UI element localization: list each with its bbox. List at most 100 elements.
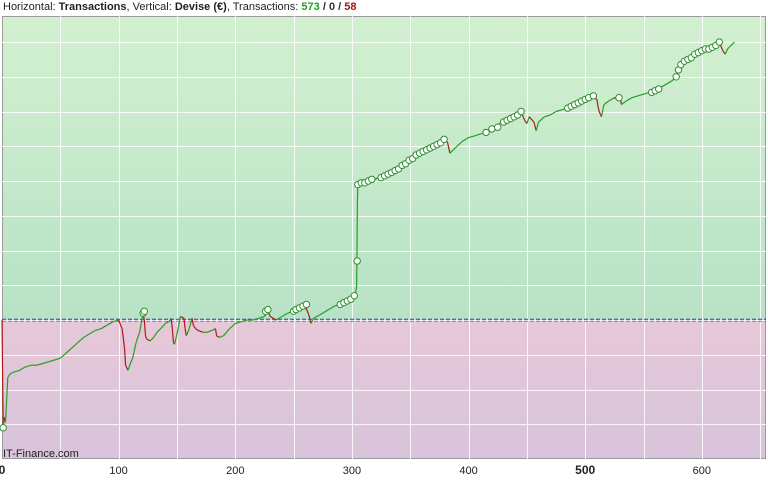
equity-segment [191, 318, 194, 326]
equity-segment [600, 104, 605, 117]
equity-segment [533, 121, 537, 131]
equity-segment [7, 373, 11, 378]
equity-segment [19, 366, 26, 371]
equity-segment [322, 309, 329, 314]
equity-segment [188, 318, 193, 331]
profit-zone [2, 16, 766, 321]
x-tick-label: 200 [226, 465, 244, 477]
equity-segment [25, 364, 32, 368]
equity-segment [549, 110, 557, 116]
equity-segment [631, 95, 638, 99]
equity-segment [183, 318, 186, 329]
equity-segment [156, 328, 162, 333]
x-tick-label: 600 [693, 465, 711, 477]
vertical-value: Devise (€) [174, 1, 227, 13]
equity-segment [171, 328, 175, 343]
trade-marker [368, 175, 376, 184]
equity-segment [192, 324, 197, 330]
equity-segment [621, 100, 627, 106]
equity-segment [474, 133, 481, 137]
trade-marker [353, 257, 361, 265]
trade-marker [0, 424, 7, 432]
equity-segment [149, 336, 155, 342]
equity-segment [727, 41, 735, 50]
equity-segment [269, 315, 277, 321]
equity-segment [65, 347, 73, 354]
trade-marker [350, 292, 358, 300]
trade-marker [302, 300, 311, 309]
equity-segment [310, 318, 314, 324]
equity-segment [106, 321, 114, 326]
equity-segment [666, 79, 674, 85]
trade-marker [517, 107, 525, 116]
x-tick-label: 0 [0, 463, 6, 477]
wins-count: 573 [301, 1, 320, 13]
equity-segment [42, 361, 49, 365]
equity-segment [165, 321, 170, 325]
equity-segment [211, 328, 216, 331]
equity-segment [258, 315, 265, 319]
equity-segment [185, 330, 190, 336]
equity-segment [625, 97, 633, 102]
equity-segment [456, 140, 464, 147]
transactions-label: Transactions: [232, 1, 299, 13]
equity-segment [281, 312, 289, 318]
vertical-label: Vertical: [132, 1, 172, 13]
equity-segment [637, 93, 644, 97]
equity-segment [608, 97, 615, 102]
equity-segment [447, 142, 451, 154]
x-tick-label: 400 [459, 465, 477, 477]
trade-marker [482, 128, 490, 137]
equity-segment [197, 329, 203, 333]
equity-segment [724, 48, 729, 55]
equity-segment [89, 329, 96, 335]
equity-segment [4, 377, 9, 423]
neutral-count: 0 [328, 1, 336, 13]
equity-segment [36, 362, 43, 366]
chart-header: Horizontal: Transactions, Vertical: Devi… [3, 1, 357, 13]
separator-2: / [338, 1, 342, 13]
trade-marker [615, 94, 623, 102]
equity-segment [176, 316, 182, 335]
equity-segment [722, 50, 726, 55]
equity-segment [252, 317, 259, 321]
trade-marker [140, 307, 149, 315]
equity-segment [129, 357, 134, 364]
equity-segment [83, 333, 90, 338]
trade-marker [440, 135, 448, 144]
equity-segment [218, 335, 224, 338]
equity-segment [229, 323, 236, 330]
losses-count: 58 [344, 1, 357, 13]
equity-segment [235, 321, 242, 325]
equity-segment [143, 319, 147, 336]
trade-marker [494, 123, 502, 131]
equity-segment [555, 109, 563, 113]
equity-segment [71, 342, 79, 349]
equity-segment [112, 319, 119, 323]
equity-segment [184, 328, 187, 336]
equity-segment [144, 335, 148, 340]
equity-segment [125, 364, 129, 371]
equity-segment [9, 371, 14, 375]
equity-segment [118, 319, 123, 329]
equity-segment [660, 83, 668, 88]
equity-segment [308, 314, 312, 324]
equity-segment [207, 329, 213, 333]
equity-segment [538, 116, 545, 123]
equity-segment [535, 121, 540, 131]
equity-segment [174, 333, 178, 345]
plot-border [2, 16, 766, 459]
equity-segment [127, 363, 131, 371]
x-tick-label: 100 [109, 465, 127, 477]
horizontal-label: Horizontal: [3, 1, 56, 13]
equity-segment [146, 338, 151, 342]
equity-segment [214, 328, 218, 336]
equity-segment [59, 352, 67, 359]
equity-segment [160, 323, 166, 330]
equity-segment [95, 328, 102, 331]
equity-segment [223, 328, 230, 337]
equity-segment [462, 137, 469, 142]
equity-segment [526, 116, 530, 124]
equity-segment [132, 342, 137, 359]
